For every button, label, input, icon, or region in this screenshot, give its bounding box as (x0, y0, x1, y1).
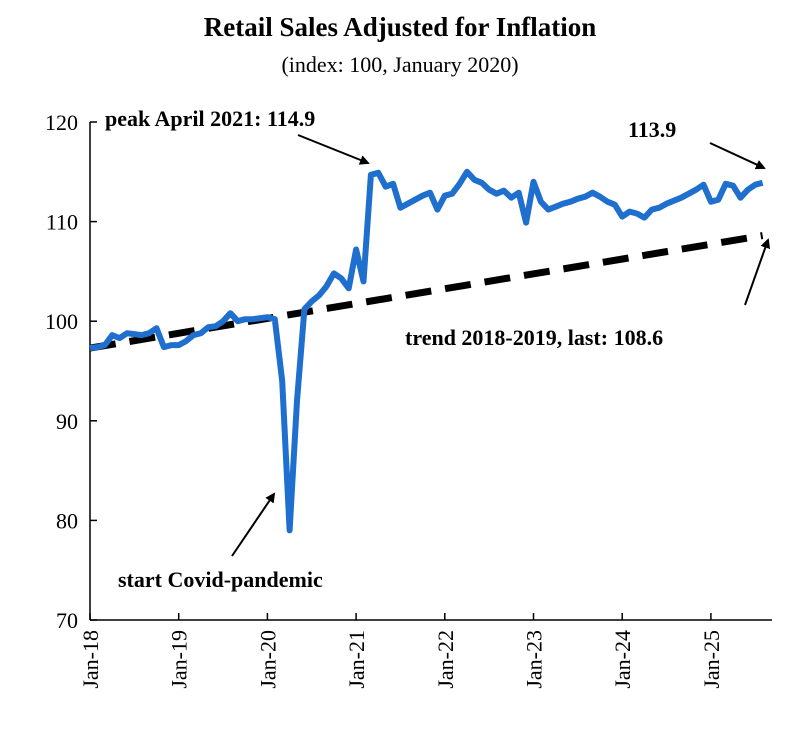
x-tick-label: Jan-19 (167, 630, 192, 689)
x-tick-label: Jan-23 (522, 630, 547, 689)
chart-title: Retail Sales Adjusted for Inflation (203, 12, 597, 42)
y-tick-label: 100 (45, 309, 78, 334)
covid-arrow (231, 492, 276, 557)
x-tick-label: Jan-22 (433, 630, 458, 689)
trend-line (89, 232, 764, 352)
x-tick-label: Jan-20 (255, 630, 280, 689)
x-tick-label: Jan-18 (78, 630, 103, 689)
chart-subtitle: (index: 100, January 2020) (281, 52, 519, 77)
y-tick-label: 80 (56, 508, 78, 533)
x-tick-label: Jan-21 (344, 630, 369, 689)
y-tick-label: 90 (56, 409, 78, 434)
annotation-peak: peak April 2021: 114.9 (105, 106, 315, 131)
y-tick-label: 70 (56, 608, 78, 633)
annotation-trend: trend 2018-2019, last: 108.6 (405, 325, 663, 350)
last-value-arrow (709, 142, 766, 170)
y-tick-label: 120 (45, 110, 78, 135)
retail-sales-line (89, 168, 764, 534)
peak-arrow (297, 134, 370, 165)
annotation-covid: start Covid-pandemic (118, 567, 323, 592)
trend-arrow (744, 238, 771, 306)
plot-area (89, 168, 764, 534)
x-tick-label: Jan-24 (610, 630, 635, 689)
annotations: peak April 2021: 114.9 113.9 trend 2018-20… (105, 106, 771, 592)
y-tick-label: 110 (46, 210, 78, 235)
x-tick-label: Jan-25 (699, 630, 724, 689)
axes: 70 80 90 100 110 120 Jan-18 Jan-19 Jan-20 Jan-21 J… (45, 110, 772, 689)
annotation-last-value: 113.9 (628, 117, 676, 142)
